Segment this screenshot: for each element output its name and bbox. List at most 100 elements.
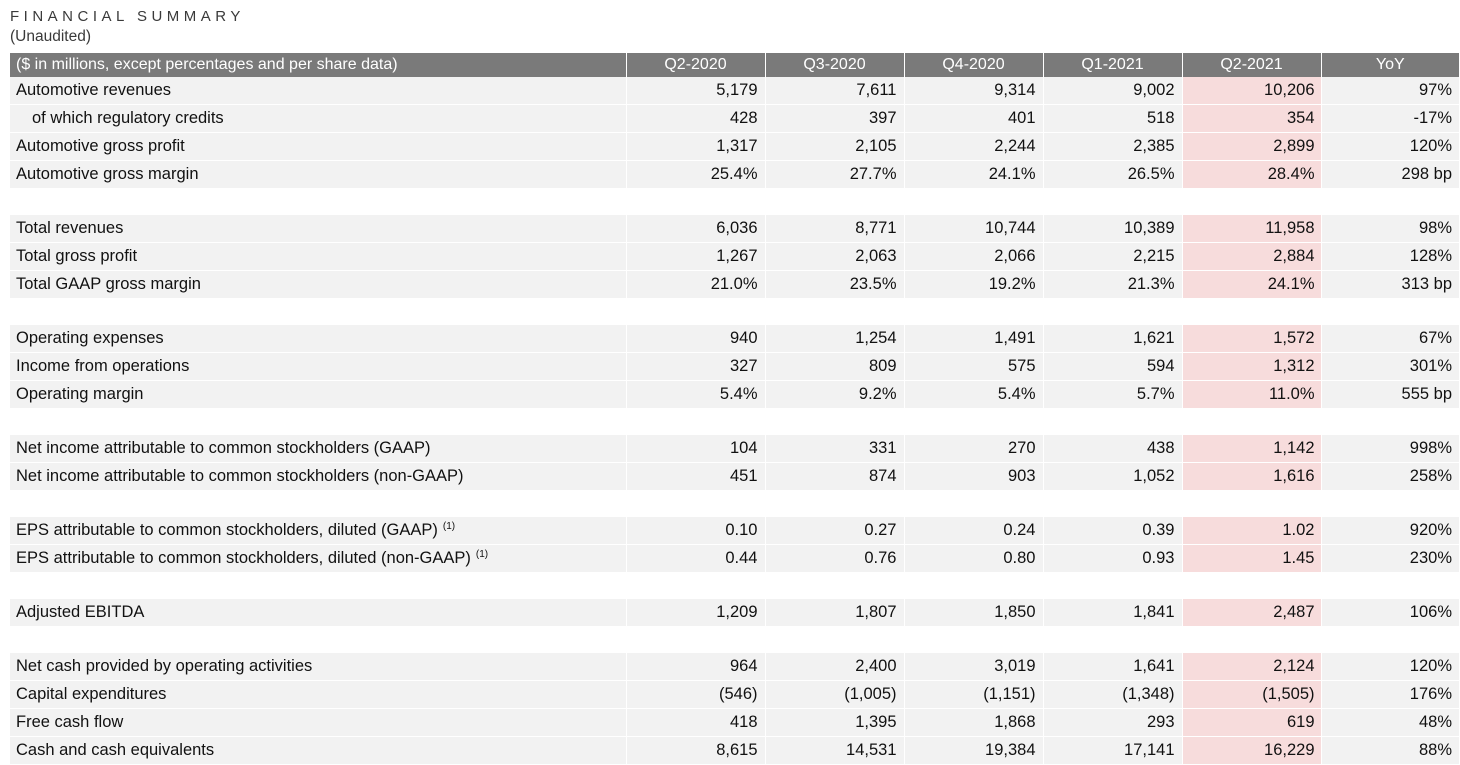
highlighted-value-cell: 354	[1182, 104, 1322, 133]
row-label-cell: Total gross profit	[10, 242, 627, 271]
value-cell: 26.5%	[1043, 160, 1183, 189]
group-spacer	[10, 626, 1459, 653]
yoy-cell: 106%	[1321, 599, 1459, 627]
highlighted-value-cell: 11,958	[1182, 215, 1322, 243]
row-label-cell: EPS attributable to common stockholders,…	[10, 544, 627, 573]
value-cell: 5.4%	[904, 380, 1044, 409]
row-label-cell: Net income attributable to common stockh…	[10, 462, 627, 491]
value-cell: 9,314	[904, 77, 1044, 105]
footnote-marker: (1)	[475, 549, 489, 560]
spacer-cell	[10, 298, 1459, 325]
highlighted-value-cell: 1,142	[1182, 435, 1322, 463]
value-cell: 331	[765, 435, 905, 463]
value-cell: 24.1%	[904, 160, 1044, 189]
value-cell: 104	[626, 435, 766, 463]
footnote-marker: (1)	[442, 521, 456, 532]
spacer-cell	[10, 490, 1459, 517]
row-label-cell: Automotive gross profit	[10, 132, 627, 161]
row-label-cell: Capital expenditures	[10, 680, 627, 709]
value-cell: 1,850	[904, 599, 1044, 627]
financial-summary-table: ($ in millions, except percentages and p…	[10, 53, 1459, 765]
group-spacer	[10, 490, 1459, 517]
value-cell: 1,868	[904, 708, 1044, 737]
header-q1-2021: Q1-2021	[1043, 53, 1183, 77]
table-row: EPS attributable to common stockholders,…	[10, 544, 1459, 573]
table-row: Total GAAP gross margin 21.0% 23.5% 19.2% 21…	[10, 270, 1459, 299]
group-spacer	[10, 188, 1459, 215]
value-cell: 418	[626, 708, 766, 737]
yoy-cell: 230%	[1321, 544, 1459, 573]
value-cell: 0.76	[765, 544, 905, 573]
value-cell: 0.10	[626, 517, 766, 545]
table-row: Free cash flow 418 1,395 1,868 293 619 48%	[10, 708, 1459, 737]
yoy-cell: 301%	[1321, 352, 1459, 381]
value-cell: 21.3%	[1043, 270, 1183, 299]
value-cell: 21.0%	[626, 270, 766, 299]
table-row: Operating expenses 940 1,254 1,491 1,621 1,57…	[10, 325, 1459, 353]
row-label-cell: Net income attributable to common stockh…	[10, 435, 627, 463]
value-cell: 0.39	[1043, 517, 1183, 545]
value-cell: (1,348)	[1043, 680, 1183, 709]
row-label-cell: of which regulatory credits	[10, 104, 627, 133]
highlighted-value-cell: 1.02	[1182, 517, 1322, 545]
value-cell: 9.2%	[765, 380, 905, 409]
row-label: EPS attributable to common stockholders,…	[16, 549, 471, 567]
yoy-cell: 176%	[1321, 680, 1459, 709]
yoy-cell: 313 bp	[1321, 270, 1459, 299]
row-label: Automotive revenues	[16, 81, 172, 99]
value-cell: 2,385	[1043, 132, 1183, 161]
row-label-cell: Automotive gross margin	[10, 160, 627, 189]
row-label: Income from operations	[16, 357, 190, 375]
value-cell: 293	[1043, 708, 1183, 737]
yoy-cell: -17%	[1321, 104, 1459, 133]
value-cell: 1,254	[765, 325, 905, 353]
yoy-cell: 298 bp	[1321, 160, 1459, 189]
row-label-cell: Adjusted EBITDA	[10, 599, 627, 627]
header-q4-2020: Q4-2020	[904, 53, 1044, 77]
group-spacer	[10, 572, 1459, 599]
highlighted-value-cell: 1,616	[1182, 462, 1322, 491]
table-row: Total revenues 6,036 8,771 10,744 10,389 11,9…	[10, 215, 1459, 243]
value-cell: 2,063	[765, 242, 905, 271]
yoy-cell: 48%	[1321, 708, 1459, 737]
value-cell: 7,611	[765, 77, 905, 105]
row-label: Cash and cash equivalents	[16, 741, 215, 759]
table-row: EPS attributable to common stockholders,…	[10, 517, 1459, 545]
value-cell: 1,317	[626, 132, 766, 161]
row-label: Total gross profit	[16, 247, 138, 265]
highlighted-value-cell: 2,487	[1182, 599, 1322, 627]
table-row: Capital expenditures (546) (1,005) (1,151)(…	[10, 680, 1459, 709]
value-cell: 0.24	[904, 517, 1044, 545]
value-cell: 874	[765, 462, 905, 491]
value-cell: 19.2%	[904, 270, 1044, 299]
value-cell: 397	[765, 104, 905, 133]
value-cell: 10,389	[1043, 215, 1183, 243]
yoy-cell: 998%	[1321, 435, 1459, 463]
table-row: Net income attributable to common stockh…	[10, 462, 1459, 491]
table-row: Net income attributable to common stockh…	[10, 435, 1459, 463]
row-label: EPS attributable to common stockholders,…	[16, 521, 438, 539]
value-cell: (1,151)	[904, 680, 1044, 709]
row-label-cell: Automotive revenues	[10, 77, 627, 105]
row-label-cell: Income from operations	[10, 352, 627, 381]
yoy-cell: 67%	[1321, 325, 1459, 353]
row-label-cell: EPS attributable to common stockholders,…	[10, 517, 627, 545]
value-cell: 1,807	[765, 599, 905, 627]
yoy-cell: 258%	[1321, 462, 1459, 491]
header-yoy: YoY	[1321, 53, 1459, 77]
value-cell: 8,771	[765, 215, 905, 243]
value-cell: 451	[626, 462, 766, 491]
highlighted-value-cell: 11.0%	[1182, 380, 1322, 409]
row-label-cell: Operating margin	[10, 380, 627, 409]
highlighted-value-cell: 10,206	[1182, 77, 1322, 105]
value-cell: 809	[765, 352, 905, 381]
highlighted-value-cell: 1,312	[1182, 352, 1322, 381]
highlighted-value-cell: 24.1%	[1182, 270, 1322, 299]
report-subtitle: (Unaudited)	[10, 28, 91, 45]
yoy-cell: 98%	[1321, 215, 1459, 243]
group-spacer	[10, 408, 1459, 435]
value-cell: 25.4%	[626, 160, 766, 189]
value-cell: (546)	[626, 680, 766, 709]
value-cell: 2,066	[904, 242, 1044, 271]
value-cell: 1,052	[1043, 462, 1183, 491]
